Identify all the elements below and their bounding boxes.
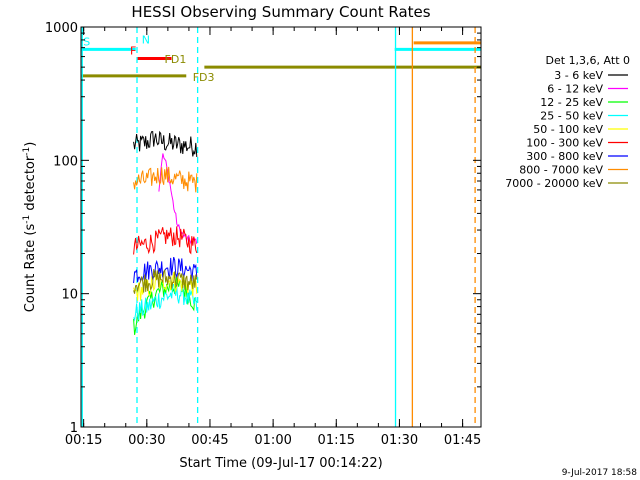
y-axis-label-main: Count Rate (s: [23, 224, 38, 313]
y-axis-label: Count Rate (s-1 detector-1): [22, 142, 38, 313]
chart-title: HESSI Observing Summary Count Rates: [131, 3, 430, 21]
x-axis: 00:15 00:30 00:45 01:00 01:15 01:30 01:45: [65, 27, 481, 448]
x-tick-label: 01:45: [444, 433, 481, 448]
legend-label-300-800-kev: 300 - 800 keV: [526, 150, 603, 163]
x-tick-label: 01:15: [318, 433, 355, 448]
series-line-100-300-kev: [133, 226, 198, 255]
y-axis-label-end: ): [23, 142, 38, 147]
flag-layer: S NF FD1 FD3: [81, 34, 481, 84]
y-axis-label-sup1: -1: [22, 215, 32, 224]
legend-label-3-6-kev: 3 - 6 keV: [554, 69, 603, 82]
x-tick-label: 01:00: [254, 433, 291, 448]
flag-label-s: S: [83, 35, 90, 48]
y-tick-label: 10: [61, 288, 78, 303]
x-tick-label: 00:45: [191, 433, 228, 448]
x-tick-label: 00:15: [65, 433, 102, 448]
legend-label-50-100-kev: 50 - 100 keV: [533, 123, 603, 136]
series-line-6-12-kev: [158, 153, 198, 245]
series-line-3-6-kev: [133, 130, 198, 158]
vline-layer: [81, 27, 476, 427]
x-tick-label: 00:30: [128, 433, 165, 448]
series-line-25-50-kev: [133, 283, 198, 322]
plot-frame: [80, 26, 482, 428]
legend-label-25-50-kev: 25 - 50 keV: [540, 110, 603, 123]
timestamp: 9-Jul-2017 18:58: [562, 468, 638, 478]
series-line-800-7000-kev: [133, 166, 198, 193]
x-axis-label: Start Time (09-Jul-17 00:14:22): [179, 456, 382, 471]
legend-label-800-7000-kev: 800 - 7000 keV: [519, 164, 603, 177]
x-tick-label: 01:30: [381, 433, 418, 448]
legend-title: Det 1,3,6, Att 0: [546, 54, 630, 67]
y-axis: 1 10 100 1000: [45, 21, 481, 436]
y-axis-label-mid: detector: [23, 155, 38, 215]
series-line-12-25-kev: [133, 276, 198, 335]
legend-label-7000-20000-kev: 7000 - 20000 keV: [505, 177, 603, 190]
flag-label-f: F: [130, 45, 136, 58]
y-tick-label: 1000: [45, 21, 78, 36]
series-layer: [133, 130, 198, 335]
y-axis-label-sup2: -1: [22, 147, 32, 156]
flag-label-n: N: [142, 34, 150, 47]
legend-label-12-25-kev: 12 - 25 keV: [540, 96, 603, 109]
y-tick-label: 100: [53, 154, 78, 169]
flag-label-fd1: FD1: [165, 53, 187, 66]
flag-label-fd3: FD3: [193, 71, 215, 84]
legend-label-100-300-kev: 100 - 300 keV: [526, 137, 603, 150]
series-line-7000-20000-kev: [133, 269, 198, 294]
legend-label-6-12-kev: 6 - 12 keV: [547, 83, 603, 96]
y-tick-label: 1: [70, 421, 78, 436]
